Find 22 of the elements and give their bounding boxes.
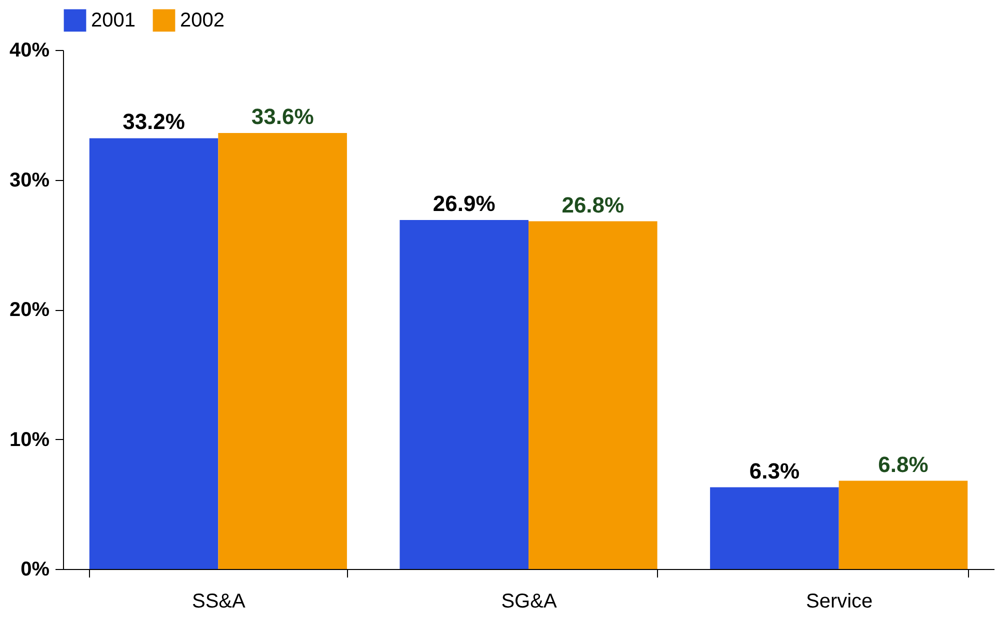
x-tick-label: SG&A [501, 590, 558, 612]
y-tick-label: 10% [9, 428, 50, 451]
data-label: 26.9% [432, 190, 496, 216]
x-tick-label: SS&A [192, 590, 246, 612]
legend-label: 2002 [180, 9, 224, 32]
data-label: 33.6% [251, 104, 314, 130]
y-tick-label: 30% [9, 169, 50, 192]
bar [838, 480, 968, 569]
legend-label: 2001 [91, 9, 136, 32]
y-tick-label: 20% [9, 299, 50, 321]
y-tick-label: 40% [9, 40, 50, 62]
data-label: 6.8% [878, 452, 928, 477]
bar [400, 220, 528, 569]
data-label: 6.3% [749, 458, 800, 484]
y-tick-label: 0% [20, 558, 50, 580]
bar [710, 487, 839, 569]
bar [218, 133, 347, 569]
x-tick-label: Service [806, 590, 873, 612]
data-label: 26.8% [562, 192, 624, 218]
bar [89, 138, 218, 569]
data-label: 33.2% [122, 109, 185, 134]
bar [528, 221, 658, 569]
